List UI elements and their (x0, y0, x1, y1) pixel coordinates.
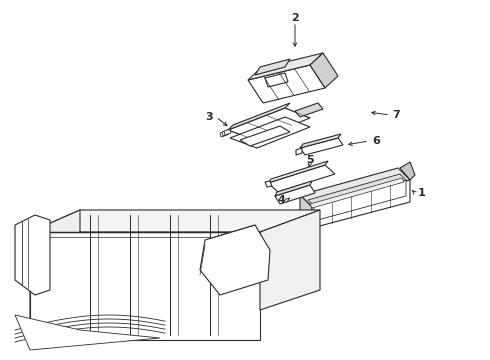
Polygon shape (300, 138, 343, 155)
Polygon shape (268, 161, 328, 183)
Polygon shape (228, 103, 290, 130)
Polygon shape (275, 181, 312, 196)
Polygon shape (15, 215, 50, 295)
Polygon shape (265, 73, 288, 87)
Polygon shape (310, 53, 338, 88)
Polygon shape (312, 180, 410, 228)
Polygon shape (240, 126, 290, 146)
Polygon shape (400, 162, 415, 180)
Polygon shape (260, 210, 320, 310)
Polygon shape (248, 53, 323, 80)
Text: 7: 7 (392, 110, 400, 120)
Polygon shape (224, 129, 231, 135)
Polygon shape (228, 108, 310, 140)
Polygon shape (300, 168, 410, 207)
Polygon shape (310, 178, 404, 208)
Text: 6: 6 (372, 136, 380, 146)
Polygon shape (308, 174, 406, 206)
Polygon shape (314, 180, 406, 221)
Polygon shape (265, 181, 272, 187)
Polygon shape (275, 185, 315, 204)
Polygon shape (30, 210, 320, 232)
Text: 3: 3 (205, 112, 213, 122)
Polygon shape (296, 148, 302, 155)
Polygon shape (268, 165, 335, 192)
Text: 2: 2 (291, 13, 299, 23)
Text: 1: 1 (418, 188, 426, 198)
Polygon shape (230, 117, 310, 148)
Polygon shape (255, 59, 290, 75)
Polygon shape (300, 195, 312, 228)
Polygon shape (295, 103, 323, 117)
Polygon shape (30, 210, 80, 340)
Polygon shape (222, 130, 229, 136)
Polygon shape (220, 131, 227, 137)
Polygon shape (200, 225, 270, 295)
Text: 4: 4 (277, 195, 285, 205)
Polygon shape (248, 65, 325, 103)
Text: 5: 5 (306, 155, 314, 165)
Polygon shape (300, 134, 341, 148)
Polygon shape (15, 315, 160, 350)
Polygon shape (30, 232, 260, 340)
